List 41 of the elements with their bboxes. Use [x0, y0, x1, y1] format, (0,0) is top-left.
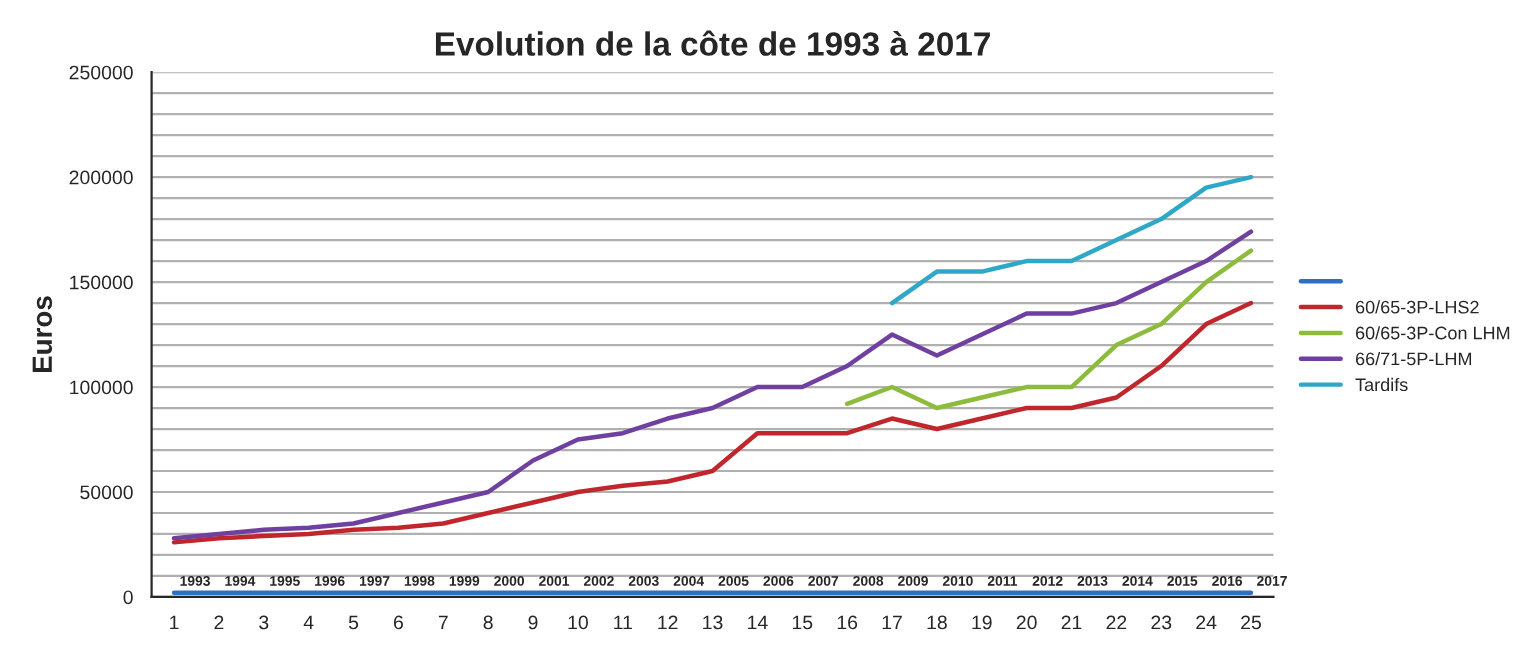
x-tick-label: 5 — [348, 615, 359, 630]
line-series — [889, 174, 1254, 306]
x-tick-label: 13 — [703, 615, 723, 630]
x-tick-label: 2 — [214, 615, 224, 630]
x-tick-label: 15 — [792, 615, 813, 630]
x-tick-label: 7 — [438, 615, 448, 630]
x-tick-label: 24 — [1196, 615, 1217, 630]
x-tick-label: 1 — [170, 615, 179, 630]
x-tick-label: 18 — [927, 615, 947, 630]
x-tick-label: 23 — [1151, 615, 1172, 630]
y-axis-title: Euros — [32, 296, 53, 373]
x-tick-label: 10 — [568, 615, 588, 630]
y-tick-label: 100000 — [70, 380, 133, 395]
x-tick-label: 16 — [837, 615, 858, 630]
x-tick-label: 11 — [614, 615, 632, 630]
line-series — [171, 229, 1254, 541]
legend-label: Tardifs — [1355, 377, 1408, 392]
x-tick-label: 22 — [1106, 615, 1127, 630]
y-tick-label: 150000 — [70, 275, 133, 290]
x-tick-label: 14 — [748, 615, 768, 630]
legend-label: 60/65-3P-LHS2 — [1355, 300, 1479, 314]
x-tick-label: 4 — [303, 615, 314, 630]
x-tick-label: 17 — [882, 615, 902, 630]
y-tick-label: 0 — [123, 590, 133, 605]
y-tick-label: 250000 — [69, 65, 133, 80]
x-tick-label: 6 — [393, 615, 403, 630]
x-tick-label: 19 — [972, 615, 992, 630]
x-tick-label: 21 — [1061, 615, 1082, 630]
x-tick-label: 8 — [483, 615, 493, 630]
line-series — [171, 300, 1254, 545]
x-tick-label: 12 — [658, 615, 678, 630]
y-tick-label: 50000 — [80, 485, 133, 500]
chart-title: Evolution de la côte de 1993 à 2017 — [435, 30, 990, 56]
x-tick-label: 3 — [259, 615, 269, 630]
legend-label: 60/65-3P-Con LHM — [1355, 326, 1510, 340]
line-series — [844, 248, 1254, 411]
y-tick-label: 200000 — [69, 170, 133, 185]
x-tick-label: 25 — [1241, 615, 1261, 630]
x-tick-label: 9 — [528, 615, 538, 630]
x-tick-label: 20 — [1016, 615, 1037, 630]
legend-label: 66/71-5P-LHM — [1355, 352, 1472, 366]
